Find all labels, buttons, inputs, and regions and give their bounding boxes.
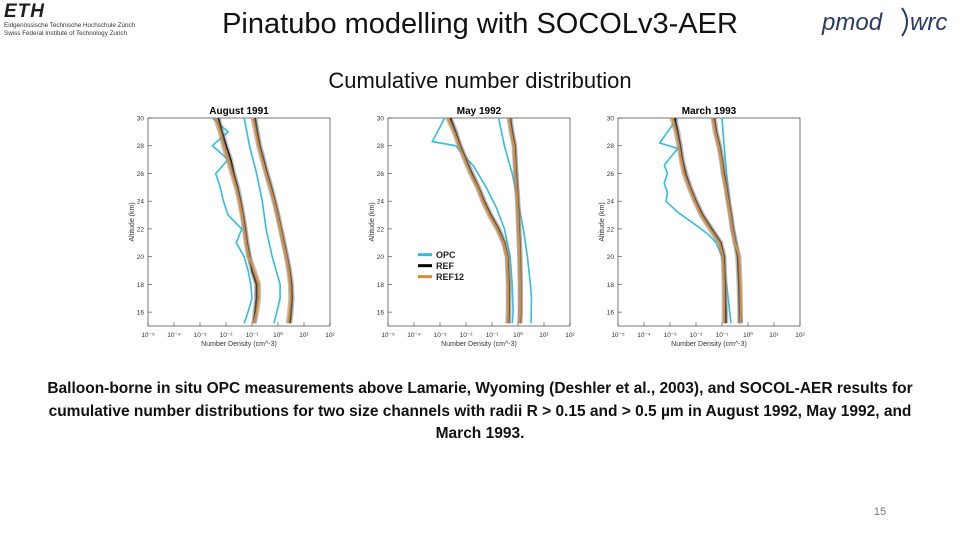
y-tick-label: 30 <box>377 116 385 123</box>
plot-frame <box>147 117 331 327</box>
y-tick-label: 22 <box>137 226 145 233</box>
y-tick-label: 18 <box>377 282 385 289</box>
y-tick-label: 16 <box>607 310 615 317</box>
x-axis-label: Number Density (cm^-3) <box>671 341 747 348</box>
chart-title: March 1993 <box>682 106 737 117</box>
subtitle: Cumulative number distribution <box>328 68 632 93</box>
logo-arc-icon <box>901 7 908 37</box>
chart-panel: May 1992 10⁻⁵ 10⁻⁴ 10⁻³ 10⁻² 10⁻¹ 10⁰ 10¹ 10² 16 1… <box>369 106 576 348</box>
y-tick-label: 20 <box>137 254 145 261</box>
x-tick-label: 10⁻³ <box>194 332 208 339</box>
y-tick-label: 24 <box>607 199 615 206</box>
series-line-opc <box>431 117 514 324</box>
model-spread-band <box>445 116 511 324</box>
series-line-ref12 <box>214 117 260 324</box>
y-axis-label: Altitude (km) <box>369 202 376 241</box>
x-axis-label: Number Density (cm^-3) <box>201 341 277 348</box>
series-line-ref12 <box>508 117 521 324</box>
y-tick-label: 28 <box>607 143 615 150</box>
x-tick-label: 10⁻³ <box>434 332 448 339</box>
eth-logo: ETH Eidgenössische Technische Hochschule… <box>4 2 156 42</box>
series-line-ref12 <box>712 117 742 324</box>
x-tick-label: 10⁰ <box>513 331 523 339</box>
x-axis-label: Number Density (cm^-3) <box>441 341 517 348</box>
y-tick-label: 26 <box>377 171 385 178</box>
wrc-logo-text: wrc <box>910 9 947 36</box>
x-tick-label: 10⁻⁴ <box>407 332 421 339</box>
x-tick-label: 10¹ <box>769 332 779 339</box>
y-tick-label: 22 <box>377 226 385 233</box>
y-axis-label: Altitude (km) <box>129 202 136 241</box>
x-tick-label: 10⁰ <box>743 331 753 339</box>
x-tick-label: 10⁻² <box>690 332 704 339</box>
eth-logo-line-1: Eidgenössische Technische Hochschule Zür… <box>4 22 136 29</box>
y-tick-label: 26 <box>607 171 615 178</box>
x-tick-label: 10¹ <box>539 332 549 339</box>
series-line-ref12 <box>446 117 510 324</box>
profile-charts: August 1991 10⁻⁵ 10⁻⁴ 10⁻³ 10⁻² 10⁻¹ 10⁰ 10¹ 10²… <box>129 106 806 348</box>
series-line-opc <box>497 117 533 324</box>
series-line-opc <box>211 117 253 324</box>
y-tick-label: 24 <box>137 199 145 206</box>
y-tick-label: 26 <box>137 171 145 178</box>
chart-panel: March 1993 10⁻⁵ 10⁻⁴ 10⁻³ 10⁻² 10⁻¹ 10⁰ 10¹ 10² 1… <box>599 106 806 348</box>
x-tick-label: 10² <box>795 332 805 339</box>
chart-title: August 1991 <box>209 106 269 117</box>
y-tick-label: 16 <box>137 310 145 317</box>
x-tick-label: 10⁻¹ <box>486 332 500 339</box>
x-tick-label: 10⁻⁴ <box>637 332 651 339</box>
y-tick-label: 22 <box>607 226 615 233</box>
y-tick-label: 28 <box>137 143 145 150</box>
x-tick-label: 10⁻¹ <box>716 332 730 339</box>
x-tick-label: 10⁻⁴ <box>167 332 181 339</box>
eth-logo-mark: ETH <box>4 1 45 22</box>
x-tick-label: 10⁻² <box>460 332 474 339</box>
pmod-logo-text: pmod <box>821 9 883 36</box>
pmod-wrc-logo-graphic: pmod wrc <box>821 7 947 37</box>
y-tick-label: 24 <box>377 199 385 206</box>
y-tick-label: 16 <box>377 310 385 317</box>
x-tick-label: 10⁻⁵ <box>141 332 155 339</box>
y-tick-label: 28 <box>377 143 385 150</box>
y-tick-label: 18 <box>137 282 145 289</box>
y-tick-label: 20 <box>607 254 615 261</box>
slide-title: Pinatubo modelling with SOCOLv3-AER <box>222 8 738 40</box>
x-tick-label: 10⁻³ <box>664 332 678 339</box>
plot-frame <box>387 117 571 327</box>
eth-logo-line-2: Swiss Federal Institute of Technology Zu… <box>4 30 128 37</box>
series-line-ref12 <box>252 117 292 324</box>
y-tick-label: 30 <box>137 116 145 123</box>
x-tick-label: 10⁻⁵ <box>611 332 625 339</box>
y-tick-label: 30 <box>607 116 615 123</box>
series-line-ref12 <box>671 117 725 324</box>
x-tick-label: 10⁻⁵ <box>381 332 395 339</box>
legend-label: OPC <box>436 250 456 260</box>
x-tick-label: 10⁻² <box>220 332 234 339</box>
plot-frame <box>617 117 801 327</box>
pmod-wrc-logo: pmod wrc <box>820 2 956 42</box>
page-number: 15 <box>873 506 887 518</box>
figure-caption: Balloon-borne in situ OPC measurements a… <box>47 380 913 442</box>
y-tick-label: 20 <box>377 254 385 261</box>
x-tick-label: 10⁻¹ <box>246 332 260 339</box>
x-tick-label: 10² <box>325 332 335 339</box>
x-tick-label: 10² <box>565 332 575 339</box>
y-axis-label: Altitude (km) <box>599 202 606 241</box>
legend-label: REF12 <box>436 272 464 282</box>
x-tick-label: 10⁰ <box>273 331 283 339</box>
legend-label: REF <box>436 261 455 271</box>
series-line-opc <box>243 117 281 324</box>
chart-panel: August 1991 10⁻⁵ 10⁻⁴ 10⁻³ 10⁻² 10⁻¹ 10⁰ 10¹ 10²… <box>129 106 336 348</box>
chart-title: May 1992 <box>457 106 502 117</box>
x-tick-label: 10¹ <box>299 332 309 339</box>
y-tick-label: 18 <box>607 282 615 289</box>
